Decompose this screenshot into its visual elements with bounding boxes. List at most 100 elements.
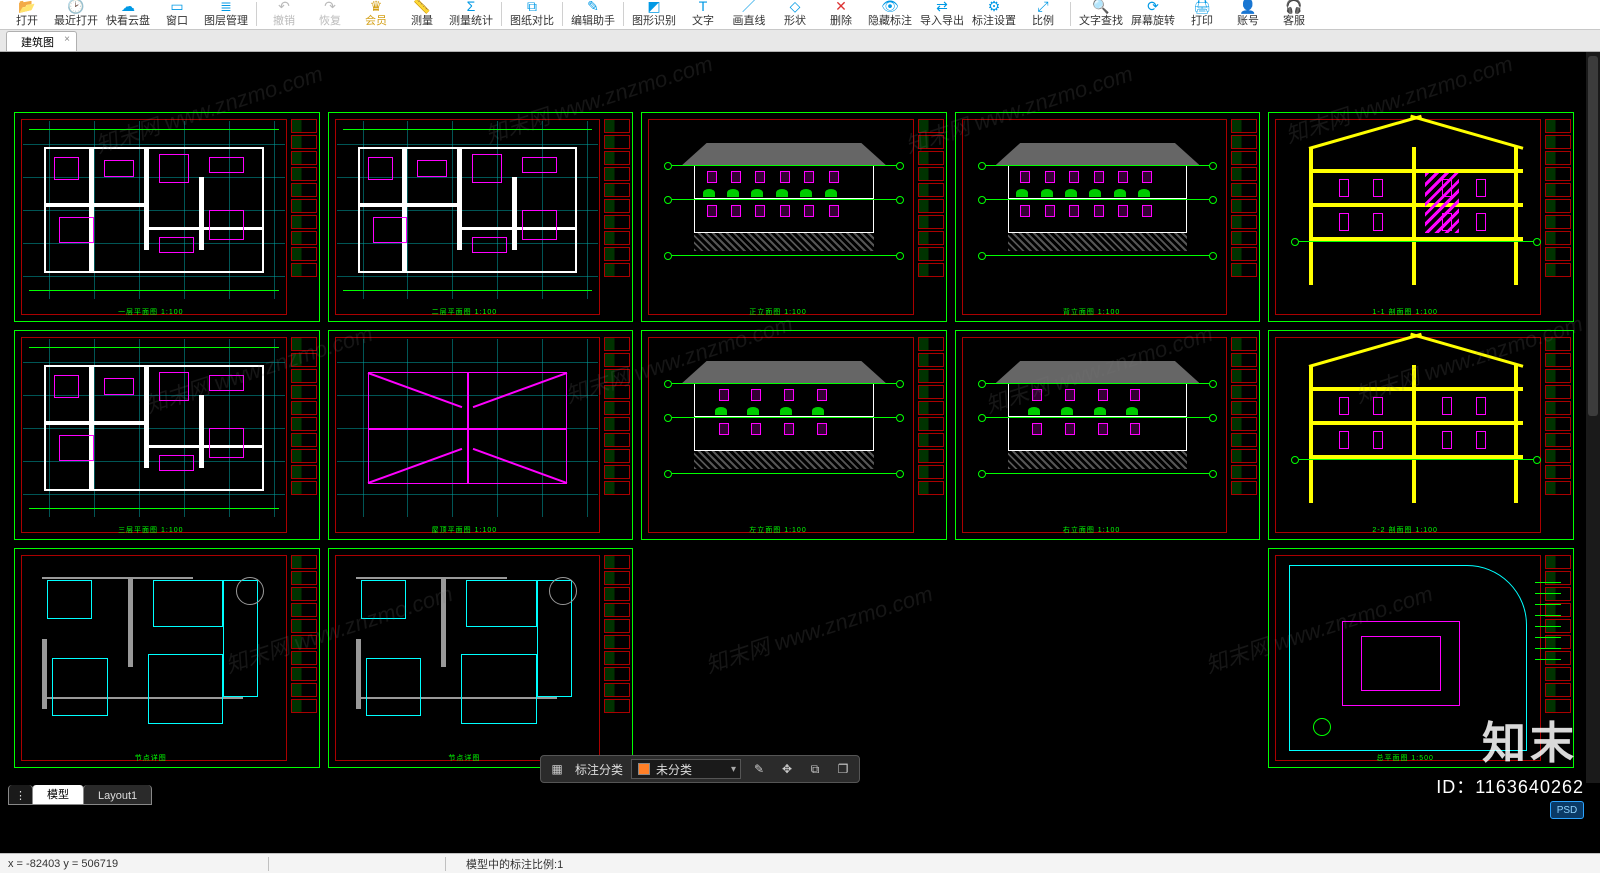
toolbar-item-label: 画直线: [733, 12, 766, 28]
drawing-sheet[interactable]: 2-2 剖面图 1:100: [1268, 330, 1574, 540]
toolbar-打开[interactable]: 📂打开: [4, 0, 50, 30]
sheet-caption: 二层平面图 1:100: [329, 307, 601, 317]
vertical-scrollbar[interactable]: [1586, 52, 1600, 783]
toolbar-删除[interactable]: ✕删除: [818, 0, 864, 30]
sheet-caption: 右立面图 1:100: [956, 525, 1228, 535]
toolbar-item-label: 文字: [692, 12, 714, 28]
toolbar-快看云盘[interactable]: ☁快看云盘: [102, 0, 154, 30]
psd-badge-icon: PSD: [1550, 801, 1584, 819]
屏幕旋转-icon: ⟳: [1142, 0, 1164, 12]
title-block: [1545, 337, 1571, 533]
drawing-sheet[interactable]: [641, 548, 947, 768]
打开-icon: 📂: [16, 0, 38, 12]
撤销-icon: ↶: [273, 0, 295, 12]
编辑助手-icon: ✎: [582, 0, 604, 12]
main-toolbar: 📂打开🕑最近打开☁快看云盘▭窗口≣图层管理↶撤销↷恢复♛会员📏测量Σ测量统计⧉图…: [0, 0, 1600, 30]
document-tab-active[interactable]: 建筑图 ×: [6, 31, 77, 51]
drawing-canvas[interactable]: 一层平面图 1:100 二层平面图 1:100 正立面图 1:100 背立面图 1:1…: [0, 52, 1600, 825]
toolbar-最近打开[interactable]: 🕑最近打开: [50, 0, 102, 30]
title-block: [1545, 119, 1571, 315]
toolbar-测量[interactable]: 📏测量: [399, 0, 445, 30]
测量统计-icon: Σ: [460, 0, 482, 12]
toolbar-item-label: 测量: [411, 12, 433, 28]
annotation-category-select[interactable]: 未分类: [631, 759, 741, 779]
toolbar-屏幕旋转[interactable]: ⟳屏幕旋转: [1127, 0, 1179, 30]
drawing-sheet[interactable]: 正立面图 1:100: [641, 112, 947, 322]
tab-model[interactable]: 模型: [32, 785, 84, 805]
drawing-sheet[interactable]: 节点详图: [14, 548, 320, 768]
toolbar-画直线[interactable]: ／画直线: [726, 0, 772, 30]
toolbar-标注设置[interactable]: ⚙标注设置: [968, 0, 1020, 30]
title-block: [604, 555, 630, 761]
drawing-sheet[interactable]: 屋顶平面图 1:100: [328, 330, 634, 540]
title-block: [291, 555, 317, 761]
toolbar-账号[interactable]: 👤账号: [1225, 0, 1271, 30]
隐藏标注-icon: 👁: [879, 0, 901, 12]
形状-icon: ◇: [784, 0, 806, 12]
annotation-toolbar[interactable]: ▦ 标注分类 未分类 ✎ ✥ ⧉ ❐: [540, 755, 860, 783]
toolbar-item-label: 导入导出: [920, 12, 964, 28]
toolbar-item-label: 窗口: [166, 12, 188, 28]
edit-icon[interactable]: ✎: [749, 759, 769, 779]
tab-layout1[interactable]: Layout1: [83, 785, 152, 805]
copy-icon[interactable]: ⧉: [805, 759, 825, 779]
drawing-sheet[interactable]: 左立面图 1:100: [641, 330, 947, 540]
toolbar-文字[interactable]: T文字: [680, 0, 726, 30]
drawing-sheet[interactable]: 右立面图 1:100: [955, 330, 1261, 540]
close-icon[interactable]: ×: [64, 34, 70, 45]
toolbar-会员[interactable]: ♛会员: [353, 0, 399, 30]
toolbar-item-label: 会员: [365, 12, 387, 28]
section: [1309, 357, 1523, 503]
文字查找-icon: 🔍: [1090, 0, 1112, 12]
status-separator: [445, 857, 446, 871]
toolbar-编辑助手[interactable]: ✎编辑助手: [567, 0, 619, 30]
drawing-sheet[interactable]: 二层平面图 1:100: [328, 112, 634, 322]
画直线-icon: ／: [738, 0, 760, 12]
toolbar-item-label: 打印: [1191, 12, 1213, 28]
toolbar-比例[interactable]: ⤢比例: [1020, 0, 1066, 30]
toolbar-打印[interactable]: 🖨打印: [1179, 0, 1225, 30]
drawing-sheet[interactable]: [955, 548, 1261, 768]
toolbar-item-label: 删除: [830, 12, 852, 28]
图形识别-icon: ◩: [643, 0, 665, 12]
toolbar-item-label: 隐藏标注: [868, 12, 912, 28]
toolbar-测量统计[interactable]: Σ测量统计: [445, 0, 497, 30]
toolbar-撤销: ↶撤销: [261, 0, 307, 30]
floor-plan: [29, 345, 279, 511]
toolbar-item-label: 图形识别: [632, 12, 676, 28]
toolbar-图形识别[interactable]: ◩图形识别: [628, 0, 680, 30]
toolbar-item-label: 测量统计: [449, 12, 493, 28]
toolbar-图纸对比[interactable]: ⧉图纸对比: [506, 0, 558, 30]
color-swatch-icon: [638, 763, 650, 775]
图纸对比-icon: ⧉: [521, 0, 543, 12]
toolbar-文字查找[interactable]: 🔍文字查找: [1075, 0, 1127, 30]
toolbar-图层管理[interactable]: ≣图层管理: [200, 0, 252, 30]
drawing-sheet[interactable]: 节点详图: [328, 548, 634, 768]
drawing-sheet[interactable]: 三层平面图 1:100: [14, 330, 320, 540]
toolbar-separator: [623, 2, 624, 26]
drawing-sheet[interactable]: 1-1 剖面图 1:100: [1268, 112, 1574, 322]
sheet-caption: 2-2 剖面图 1:100: [1269, 525, 1541, 535]
sheet-caption: 正立面图 1:100: [642, 307, 914, 317]
drawing-sheet[interactable]: 背立面图 1:100: [955, 112, 1261, 322]
site-plan: [1289, 565, 1527, 751]
drawing-sheet[interactable]: 总平面图 1:500: [1268, 548, 1574, 768]
elevation: [996, 361, 1200, 499]
toolbar-导入导出[interactable]: ⇄导入导出: [916, 0, 968, 30]
toolbar-客服[interactable]: 🎧客服: [1271, 0, 1317, 30]
tab-grip-icon[interactable]: ⋮: [8, 785, 33, 805]
sheet-caption: 节点详图: [15, 753, 287, 763]
toolbar-形状[interactable]: ◇形状: [772, 0, 818, 30]
drawing-sheet[interactable]: 一层平面图 1:100: [14, 112, 320, 322]
打印-icon: 🖨: [1191, 0, 1213, 12]
toolbar-separator: [1070, 2, 1071, 26]
title-block: [1231, 119, 1257, 315]
toolbar-窗口[interactable]: ▭窗口: [154, 0, 200, 30]
grid-icon[interactable]: ▦: [547, 759, 567, 779]
scrollbar-thumb[interactable]: [1588, 56, 1598, 416]
删除-icon: ✕: [830, 0, 852, 12]
toolbar-隐藏标注[interactable]: 👁隐藏标注: [864, 0, 916, 30]
annotation-scale: 模型中的标注比例:1: [454, 856, 563, 872]
move-icon[interactable]: ✥: [777, 759, 797, 779]
layers-icon[interactable]: ❐: [833, 759, 853, 779]
